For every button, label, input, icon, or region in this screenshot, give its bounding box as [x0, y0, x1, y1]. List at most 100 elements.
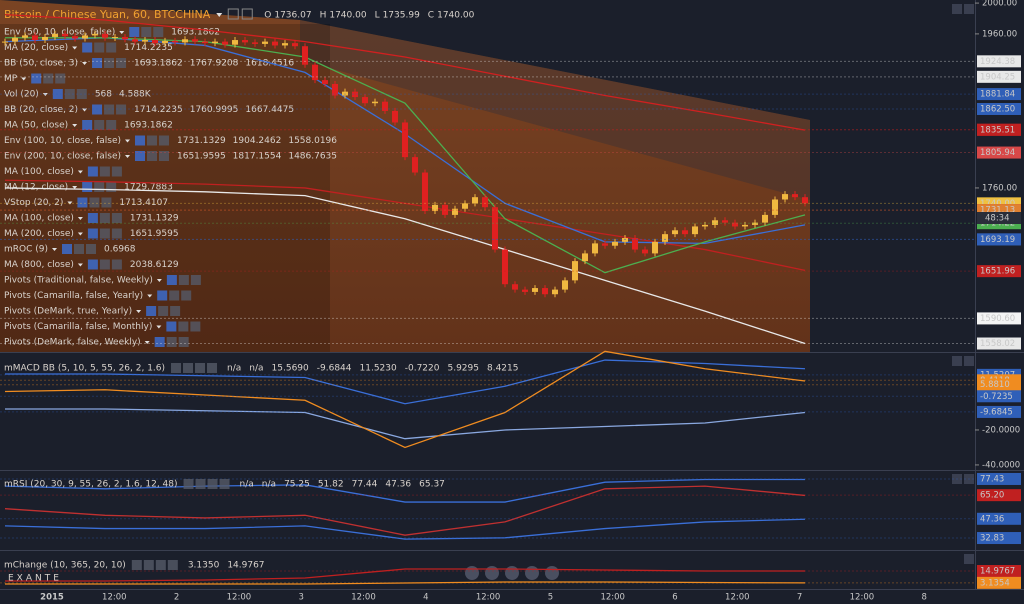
dropdown-arrow[interactable]	[72, 124, 78, 127]
legend-icon[interactable]	[155, 560, 166, 570]
legend-icon[interactable]	[82, 182, 93, 192]
nav-button[interactable]	[545, 566, 559, 580]
button[interactable]	[964, 554, 974, 564]
dropdown-arrow[interactable]	[125, 155, 130, 158]
nav-button[interactable]	[505, 566, 519, 580]
indicator-name[interactable]: Env (50, 10, close, false)	[4, 28, 115, 38]
indicator-name[interactable]: MA (100, close)	[4, 214, 74, 224]
legend-icon[interactable]	[153, 27, 164, 37]
legend-icon[interactable]	[129, 27, 140, 37]
legend-icon[interactable]	[135, 135, 145, 146]
button[interactable]	[952, 356, 962, 366]
dropdown-arrow[interactable]	[77, 232, 83, 236]
legend-icon[interactable]	[195, 363, 206, 373]
legend-icon[interactable]	[146, 306, 157, 316]
dropdown-arrow[interactable]	[72, 186, 78, 189]
legend-icon[interactable]	[89, 197, 100, 208]
indicator-name[interactable]: MA (100, close)	[4, 167, 74, 177]
dropdown-arrow[interactable]	[144, 341, 150, 344]
legend-icon[interactable]	[104, 58, 115, 68]
legend-icon[interactable]	[135, 151, 145, 161]
legend-icon[interactable]	[86, 244, 96, 254]
legend-icon[interactable]	[167, 560, 178, 570]
indicator-name[interactable]: BB (50, close, 3)	[4, 59, 78, 69]
dropdown-arrow[interactable]	[82, 62, 88, 65]
dropdown-arrow[interactable]	[77, 217, 83, 220]
header-button[interactable]	[227, 8, 239, 20]
dropdown-arrow[interactable]	[82, 108, 88, 112]
legend-icon[interactable]	[154, 337, 165, 347]
button[interactable]	[964, 4, 974, 14]
panel-title[interactable]: mChange (10, 365, 20, 10)	[4, 561, 126, 571]
dropdown-arrow[interactable]	[21, 77, 27, 81]
button[interactable]	[964, 356, 974, 366]
indicator-name[interactable]: MA (20, close)	[4, 43, 68, 53]
legend-icon[interactable]	[99, 228, 110, 239]
dropdown-arrow[interactable]	[147, 294, 153, 298]
legend-icon[interactable]	[183, 479, 194, 489]
legend-icon[interactable]	[87, 228, 98, 239]
indicator-name[interactable]: Pivots (DeMark, true, Yearly)	[4, 307, 132, 317]
legend-icon[interactable]	[116, 104, 127, 115]
indicator-name[interactable]: Vol (20)	[4, 90, 39, 100]
legend-icon[interactable]	[178, 321, 189, 332]
nav-button[interactable]	[525, 566, 539, 580]
indicator-name[interactable]: Pivots (Camarilla, false, Yearly)	[4, 291, 143, 301]
indicator-name[interactable]: BB (20, close, 2)	[4, 105, 78, 115]
legend-icon[interactable]	[166, 275, 177, 285]
legend-icon[interactable]	[55, 73, 66, 84]
dropdown-arrow[interactable]	[119, 31, 125, 34]
legend-icon[interactable]	[62, 244, 72, 254]
legend-icon[interactable]	[190, 321, 201, 332]
legend-icon[interactable]	[190, 275, 201, 285]
legend-icon[interactable]	[31, 73, 42, 84]
indicator-name[interactable]: mROC (9)	[4, 245, 48, 255]
legend-icon[interactable]	[195, 479, 206, 489]
legend-icon[interactable]	[77, 197, 88, 208]
button[interactable]	[964, 474, 974, 484]
legend-icon[interactable]	[166, 337, 177, 347]
legend-icon[interactable]	[141, 27, 152, 37]
indicator-name[interactable]: Env (100, 10, close, false)	[4, 136, 121, 146]
nav-button[interactable]	[485, 566, 499, 580]
legend-icon[interactable]	[183, 363, 194, 373]
legend-icon[interactable]	[181, 290, 192, 301]
legend-icon[interactable]	[82, 42, 93, 53]
legend-icon[interactable]	[87, 166, 98, 177]
dropdown-arrow[interactable]	[156, 279, 162, 282]
indicator-name[interactable]: MA (800, close)	[4, 260, 74, 270]
legend-icon[interactable]	[147, 135, 157, 146]
legend-icon[interactable]	[87, 259, 98, 270]
legend-icon[interactable]	[166, 321, 177, 332]
legend-icon[interactable]	[147, 151, 157, 161]
dropdown-arrow[interactable]	[42, 93, 48, 96]
dropdown-arrow[interactable]	[156, 325, 162, 329]
dropdown-arrow[interactable]	[216, 13, 223, 17]
dropdown-arrow[interactable]	[52, 248, 57, 251]
legend-icon[interactable]	[74, 244, 84, 254]
panel-title[interactable]: mMACD BB (5, 10, 5, 55, 26, 2, 1.6)	[4, 364, 165, 374]
indicator-name[interactable]: Pivots (Camarilla, false, Monthly)	[4, 322, 152, 332]
legend-icon[interactable]	[94, 42, 105, 53]
dropdown-arrow[interactable]	[136, 310, 142, 313]
legend-icon[interactable]	[101, 197, 112, 208]
button[interactable]	[952, 474, 962, 484]
legend-icon[interactable]	[207, 363, 218, 373]
legend-icon[interactable]	[94, 120, 105, 130]
legend-icon[interactable]	[64, 89, 75, 99]
legend-icon[interactable]	[104, 104, 115, 115]
button[interactable]	[952, 4, 962, 14]
legend-icon[interactable]	[94, 182, 105, 192]
panel-title[interactable]: mRSI (20, 30, 9, 55, 26, 2, 1.6, 12, 48)	[4, 480, 178, 490]
legend-icon[interactable]	[52, 89, 63, 99]
legend-icon[interactable]	[178, 337, 189, 347]
indicator-name[interactable]: Env (200, 10, close, false)	[4, 152, 121, 162]
legend-icon[interactable]	[111, 259, 122, 270]
legend-icon[interactable]	[106, 42, 117, 53]
legend-icon[interactable]	[92, 58, 103, 68]
legend-icon[interactable]	[169, 290, 180, 301]
indicator-name[interactable]: Pivots (Traditional, false, Weekly)	[4, 276, 153, 286]
dropdown-arrow[interactable]	[77, 170, 83, 174]
indicator-name[interactable]: MA (50, close)	[4, 121, 68, 131]
legend-icon[interactable]	[99, 166, 110, 177]
